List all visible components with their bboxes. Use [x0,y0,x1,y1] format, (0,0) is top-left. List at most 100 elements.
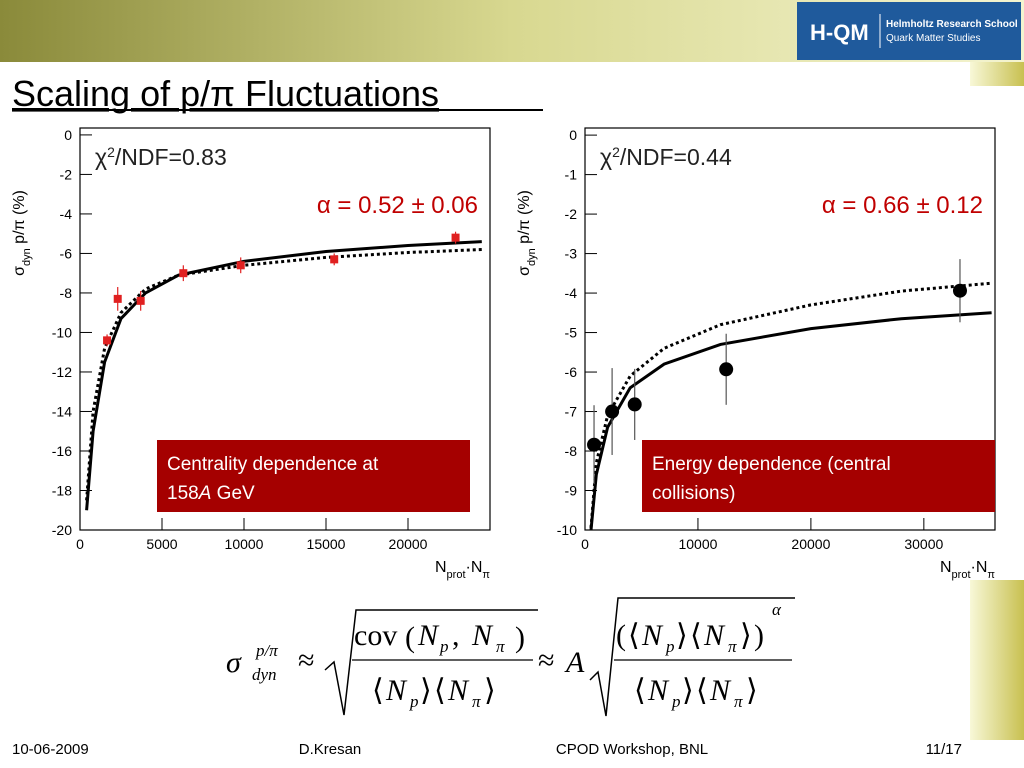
formula-text: ⟨ [690,619,702,652]
formula-text: α [772,600,782,619]
logo-line: Helmholtz Research School [886,19,1018,30]
y-tick-label: -14 [52,403,72,419]
formula-text: A [564,646,585,679]
formula-text: ⟩ [484,674,496,707]
formula-text: ⟩ [420,674,432,707]
y-tick-label: -8 [60,285,73,301]
x-tick-label: 10000 [678,536,717,552]
y-tick-label: -5 [565,325,578,341]
sqrt [589,597,795,717]
y-tick-label: -3 [565,246,578,262]
y-tick-label: -18 [52,482,72,498]
formula-text: ( [616,619,626,652]
fit-curve [589,311,992,530]
annotation: 158A GeV [167,483,255,504]
label-part: π [482,569,490,581]
point [627,397,642,412]
point [236,261,245,270]
y-tick-label: -4 [565,285,578,301]
x-tick-label: 15000 [307,536,346,552]
x-tick-label: 20000 [389,536,428,552]
label-part: GeV [211,483,255,504]
point [103,336,112,345]
alpha-label: α = 0.66 ± 0.12 [822,192,983,219]
label-part: σ [516,266,533,276]
formula-text: ⟨ [372,674,384,707]
x-tick-label: 10000 [225,536,264,552]
label-part: χ [600,144,612,170]
label-part: dyn [21,248,33,266]
y-tick-label: -12 [52,364,72,380]
x-tick-label: 30000 [904,536,943,552]
formula-text: , [452,619,460,652]
label-part: /NDF=0.83 [115,144,227,170]
footer-author: D.Kresan [299,741,362,758]
y-tick-label: -6 [60,245,73,261]
y-tick-label: -7 [565,404,578,420]
logo-line: Quark Matter Studies [886,33,980,44]
slide-title: Scaling of p/π Fluctuations [12,73,439,114]
formula-text: N [471,619,494,652]
formula-text: N [703,619,726,652]
plot-frame [584,127,996,531]
label-part: ·N [466,559,483,576]
label-part: p/π (%) [11,190,28,248]
label-part: dyn [526,248,538,266]
label-part: Centrality dependence at [167,454,379,475]
fit-curve [85,240,482,511]
formula-text: cov [354,619,397,652]
formula-text: ⟨ [628,619,640,652]
point [952,283,967,298]
formula-text: ⟨ [696,674,708,707]
y-tick-label: -16 [52,443,72,459]
formula-text: N [385,674,408,707]
label-part: 2 [612,144,620,160]
x-tick-label: 20000 [791,536,830,552]
label-part: N [940,559,952,576]
formula-text: π [472,692,481,711]
y-tick-label: -2 [565,206,578,222]
footer-date: 10-06-2009 [12,741,89,758]
label-part: p/π (%) [516,190,533,248]
formula-text: dyn [252,665,277,684]
point [587,437,602,452]
formula-text: π [728,637,737,656]
formula-text: ( [405,621,415,654]
y-tick-label: 0 [64,127,72,143]
annotation-box [642,440,995,512]
fit-label: χ2/NDF=0.83 [95,144,227,170]
y-tick-label: -9 [565,483,578,499]
sqrt [324,609,538,716]
formula-text: ) [754,619,764,652]
formula-text: ⟨ [434,674,446,707]
formula-text: π [496,637,505,656]
formula-text: p [671,692,681,711]
footer-event: CPOD Workshop, BNL [556,741,708,758]
formula-text: N [709,674,732,707]
label-part: σ [11,266,28,276]
label-part: prot [447,569,466,581]
formula-text: N [447,674,470,707]
y-tick-label: -2 [60,166,73,182]
formula-text: ) [515,621,525,654]
y-axis-label: σdyn p/π (%) [516,190,538,276]
plot-frame [79,127,491,531]
formula-text: σ [226,646,242,679]
formula-text: ≈ [538,644,554,677]
annotation-box [157,440,470,512]
y-tick-label: -10 [52,324,72,340]
annotation: collisions) [652,483,735,504]
y-tick-label: -1 [565,167,578,183]
label-part: A [198,483,212,504]
point [113,294,122,303]
point [605,404,620,419]
x-tick-label: 0 [76,536,84,552]
formula: σ p/π dyn ≈ cov ( N p , N π ) ⟨ N p ⟩ ⟨ … [226,597,795,717]
annotation: Energy dependence (central [652,454,891,475]
formula-text: ⟩ [740,619,752,652]
fit-label: χ2/NDF=0.44 [600,144,732,170]
formula-text: ≈ [298,644,314,677]
logo-box [797,2,1021,60]
label-part: collisions) [652,483,735,504]
